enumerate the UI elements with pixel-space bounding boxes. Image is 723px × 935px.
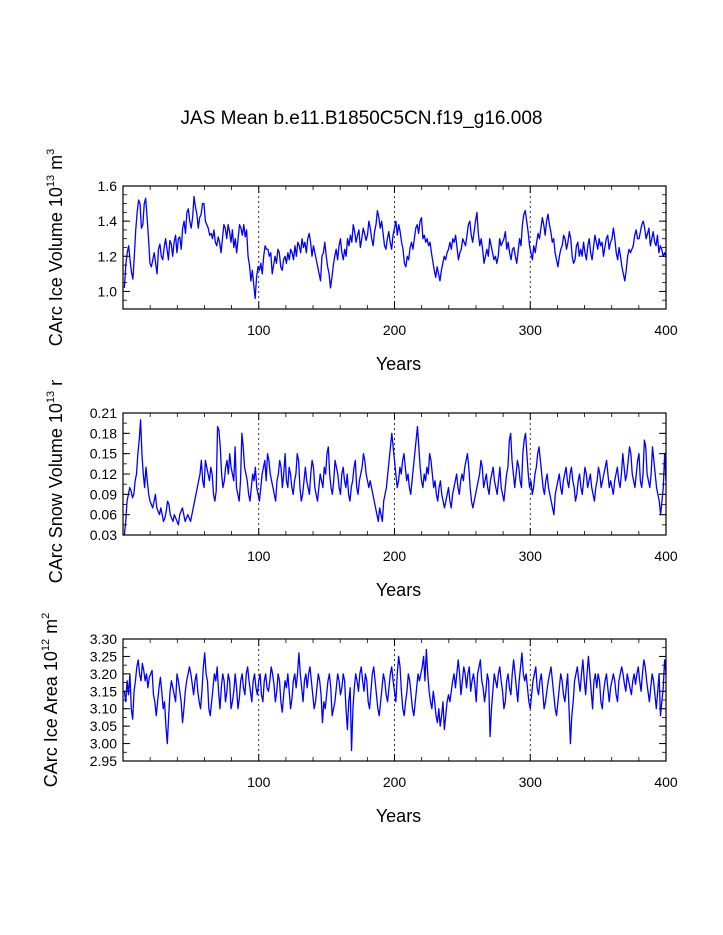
y-tick-label: 0.03	[90, 527, 117, 543]
y-tick-label: 3.25	[90, 648, 117, 664]
y-axis-label: CArc Ice Area 1012 m2	[40, 613, 61, 787]
y-tick-label: 3.05	[90, 718, 117, 734]
data-series-line	[123, 419, 667, 536]
x-tick-label: 300	[519, 774, 543, 790]
data-series-line	[123, 648, 667, 752]
x-tick-label: 400	[654, 322, 678, 338]
y-tick-label: 0.09	[90, 486, 117, 502]
figure-title: JAS Mean b.e11.B1850C5CN.f19_g16.008	[180, 108, 543, 129]
y-tick-label: 0.15	[90, 446, 117, 462]
x-tick-label: 300	[519, 322, 543, 338]
y-tick-label: 3.00	[90, 736, 117, 752]
x-tick-label: 100	[247, 322, 271, 338]
y-tick-label: 0.06	[90, 507, 117, 523]
y-tick-label: 1.0	[98, 283, 118, 299]
x-tick-label: 200	[383, 548, 407, 564]
snow-volume-plot: 100 200 300 400 0.03 0.06 0.09 0.12 0.15 0.18 0.21…	[45, 380, 678, 600]
x-tick-label: 100	[247, 774, 271, 790]
y-tick-label: 1.4	[98, 213, 118, 229]
x-tick-label: 300	[519, 548, 543, 564]
y-tick-label: 3.30	[90, 631, 117, 647]
x-axis-label: Years	[376, 354, 421, 374]
x-tick-label: 200	[383, 322, 407, 338]
x-tick-label: 100	[247, 548, 271, 564]
y-tick-label: 3.20	[90, 666, 117, 682]
y-tick-label: 0.21	[90, 405, 117, 421]
data-series-line	[123, 195, 667, 300]
x-tick-label: 200	[383, 774, 407, 790]
y-tick-label: 1.2	[98, 248, 118, 264]
ice-area-plot: 100 200 300 400 2.953.00 3.053.10 3.153.20 3.25…	[40, 613, 678, 826]
x-axis-label: Years	[376, 806, 421, 826]
y-axis-label: CArc Ice Volume 1013 m3	[45, 149, 66, 346]
y-tick-label: 2.95	[90, 753, 117, 769]
y-tick-label: 1.6	[98, 178, 118, 194]
x-axis-label: Years	[376, 580, 421, 600]
y-tick-label: 3.15	[90, 683, 117, 699]
x-tick-label: 400	[654, 548, 678, 564]
y-tick-label: 3.10	[90, 701, 117, 717]
x-tick-label: 400	[654, 774, 678, 790]
y-axis-label: CArc Snow Volume 1013 m3	[45, 380, 66, 583]
ice-volume-plot: 100 200 300 400 1.0 1.2 1.4 1.6 Years CArc Ice Vo…	[45, 149, 678, 374]
y-tick-label: 0.18	[90, 425, 117, 441]
y-tick-label: 0.12	[90, 466, 117, 482]
